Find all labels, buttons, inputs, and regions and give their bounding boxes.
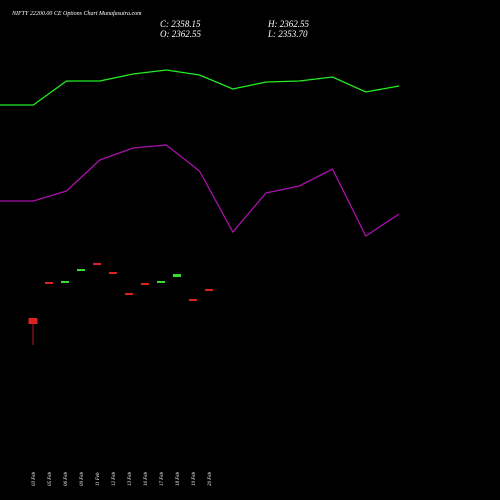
candle-body [93, 263, 101, 265]
candle-body [205, 289, 213, 291]
x-tick-label: 12 Feb [112, 471, 117, 486]
candle-body [28, 318, 38, 324]
line-series [0, 69, 400, 106]
candle-body [61, 281, 69, 283]
low-label: L: 2353.70 [267, 29, 308, 39]
open-label: O: 2362.55 [160, 29, 201, 39]
x-tick-label: 05 Feb [48, 471, 53, 486]
candle-body [173, 274, 181, 277]
chart-title: NIFTY 22200.00 CE Options Chart Munafasu… [11, 10, 142, 17]
x-tick-label: 18 Feb [176, 471, 181, 486]
x-tick-label: 09 Feb [80, 471, 85, 486]
candle-body [109, 272, 117, 274]
x-tick-label: 16 Feb [144, 471, 149, 486]
line-series [0, 144, 400, 237]
close-label: C: 2358.15 [160, 19, 201, 29]
candle-body [125, 293, 133, 295]
candle-body [141, 283, 149, 285]
x-tick-label: 19 Feb [192, 471, 197, 486]
high-label: H: 2362.55 [267, 19, 309, 29]
x-tick-label: 06 Feb [64, 471, 69, 486]
candle-body [189, 299, 197, 301]
x-tick-label: 11 Feb [96, 472, 101, 486]
candle-body [45, 282, 53, 284]
x-tick-label: 20 Feb [208, 471, 213, 486]
candle-body [157, 281, 165, 283]
x-tick-label: 17 Feb [160, 471, 165, 486]
x-tick-label: 13 Feb [128, 471, 133, 486]
x-tick-label: 03 Feb [32, 471, 37, 486]
candle-body [77, 269, 85, 271]
